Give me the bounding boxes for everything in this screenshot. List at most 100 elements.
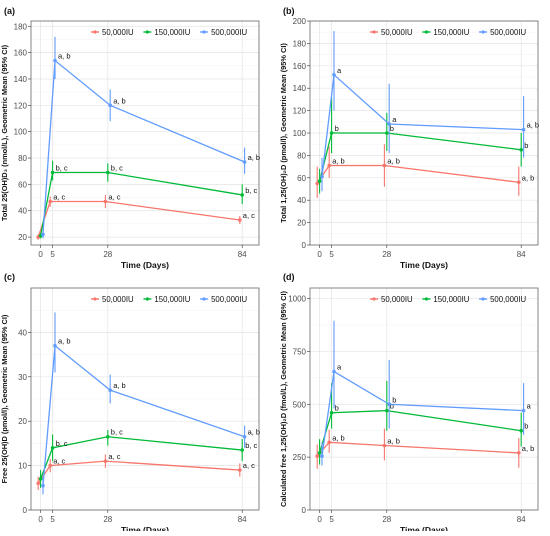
- y-tick-label: 750: [293, 347, 307, 356]
- legend-marker: [481, 30, 485, 34]
- data-point: [48, 199, 52, 204]
- data-point: [387, 402, 392, 407]
- x-tick-label: 84: [238, 515, 247, 524]
- series-group: b, c b, c b, c: [38, 428, 258, 488]
- y-tick-label: 200: [293, 17, 307, 26]
- y-tick-label: 30: [18, 373, 27, 382]
- y-tick-label: 20: [18, 233, 27, 242]
- legend-marker: [481, 297, 485, 301]
- significance-label: a, c: [108, 193, 120, 202]
- data-point: [106, 434, 110, 439]
- y-tick-label: 250: [293, 453, 307, 462]
- significance-label: b, c: [245, 186, 257, 195]
- legend-label: 50,000IU: [381, 28, 413, 37]
- significance-label: a, b: [58, 52, 71, 61]
- legend-marker: [424, 297, 428, 301]
- series-group: a, b a, b a, b: [41, 312, 261, 495]
- y-axis-title: Free 25(OH)D (pmol/l), Geometric Mean (9…: [0, 314, 9, 483]
- significance-label: a, b: [332, 156, 345, 165]
- x-tick-label: 28: [382, 250, 391, 259]
- panel-label: (d): [283, 272, 295, 282]
- y-tick-label: 0: [302, 506, 307, 515]
- significance-label: b: [335, 404, 339, 413]
- data-point: [240, 193, 244, 197]
- data-point: [317, 451, 322, 455]
- data-point: [329, 410, 334, 415]
- significance-label: a, b: [248, 428, 261, 437]
- significance-label: b, c: [56, 164, 68, 173]
- data-point: [317, 179, 322, 183]
- data-point: [521, 408, 526, 413]
- series-group: a b a: [320, 320, 532, 466]
- series-line: [321, 73, 524, 177]
- legend-marker: [93, 297, 97, 301]
- data-point: [48, 463, 52, 468]
- x-tick-label: 0: [38, 250, 43, 259]
- significance-label: a, b: [113, 96, 126, 105]
- series-line: [39, 436, 243, 480]
- data-point: [50, 446, 55, 450]
- data-point: [320, 174, 324, 179]
- series-group: a, b a, b a, b: [41, 36, 260, 239]
- plot-border: [30, 20, 260, 246]
- significance-label: a, c: [53, 457, 65, 466]
- significance-label: b, c: [56, 439, 68, 448]
- data-point: [327, 163, 332, 168]
- legend-marker: [372, 30, 376, 34]
- significance-label: a: [527, 402, 532, 411]
- data-point: [517, 180, 521, 185]
- significance-label: a, c: [53, 193, 65, 202]
- x-tick-label: 28: [382, 515, 391, 524]
- data-point: [103, 199, 108, 204]
- y-tick-label: 500: [293, 400, 307, 409]
- plot-border: [309, 287, 539, 511]
- data-point: [242, 434, 247, 439]
- data-point: [332, 369, 336, 374]
- plot-border: [30, 287, 260, 511]
- data-point: [320, 454, 324, 458]
- data-point: [240, 448, 244, 452]
- series-line: [39, 171, 243, 236]
- significance-label: b: [524, 422, 528, 431]
- legend: 50,000IU 150,000IU 500,000IU: [370, 28, 526, 37]
- data-point: [106, 170, 110, 175]
- data-point: [327, 440, 332, 445]
- y-tick-label: 140: [293, 84, 307, 93]
- legend-marker: [202, 297, 206, 301]
- x-tick-label: 0: [38, 515, 43, 524]
- x-axis-title: Time (Days): [121, 260, 169, 270]
- data-point: [382, 163, 387, 168]
- significance-label: a, b: [522, 173, 535, 182]
- significance-label: b, c: [111, 164, 123, 173]
- y-tick-label: 40: [297, 196, 306, 205]
- data-point: [519, 428, 523, 433]
- x-tick-label: 5: [329, 250, 334, 259]
- x-tick-label: 28: [103, 515, 112, 524]
- series-line: [42, 59, 245, 235]
- significance-label: a, c: [243, 211, 255, 220]
- chart-panel: 20 40 60 80 100 120 140 160 180 0 5 28 84 Time (Days)…: [0, 6, 260, 270]
- data-point: [242, 160, 247, 164]
- series-group: a a a, b: [320, 31, 539, 192]
- x-tick-label: 5: [50, 515, 55, 524]
- legend-label: 500,000IU: [490, 28, 526, 37]
- legend-label: 50,000IU: [381, 295, 413, 304]
- panel-label: (b): [283, 6, 295, 16]
- legend-label: 150,000IU: [433, 28, 469, 37]
- y-tick-label: 1000: [288, 295, 306, 304]
- significance-label: a, b: [113, 381, 126, 390]
- x-tick-label: 84: [238, 250, 247, 259]
- x-tick-label: 0: [317, 250, 322, 259]
- data-point: [332, 72, 336, 77]
- series-group: b, c b, c b, c: [38, 160, 258, 239]
- y-tick-label: 180: [14, 22, 28, 31]
- panel-label: (c): [4, 272, 15, 282]
- data-point: [36, 481, 40, 486]
- data-point: [517, 451, 521, 455]
- y-axis-title: Calculated free 1,25(OH)₂D (fmol/L), Geo…: [279, 290, 288, 507]
- data-point: [108, 388, 112, 392]
- data-point: [103, 459, 108, 463]
- significance-label: b: [390, 402, 394, 411]
